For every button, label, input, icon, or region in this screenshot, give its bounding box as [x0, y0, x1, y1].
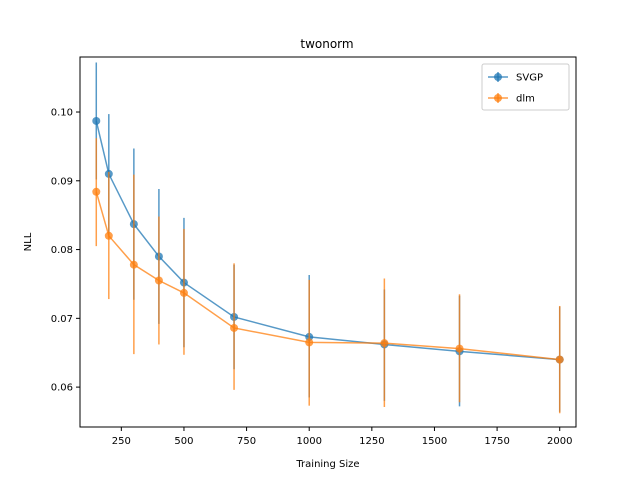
data-point — [179, 288, 188, 297]
chart-title: twonorm — [300, 37, 353, 51]
data-point — [154, 276, 163, 285]
y-tick-label: 0.09 — [51, 176, 73, 187]
legend: SVGP dlm — [481, 63, 570, 111]
data-point — [305, 338, 314, 347]
series-dlm — [92, 138, 564, 414]
data-point — [129, 260, 138, 269]
data-point — [230, 323, 239, 332]
x-tick-label: 1250 — [359, 436, 384, 447]
series-line — [95, 120, 560, 361]
data-point — [104, 231, 113, 240]
series-line — [95, 191, 560, 361]
y-tick-label: 0.06 — [51, 383, 73, 394]
plot-frame — [79, 56, 577, 428]
series-svgp — [92, 62, 564, 412]
legend-entry: dlm — [488, 93, 535, 105]
data-point — [92, 187, 101, 196]
data-point — [455, 344, 464, 353]
data-point — [380, 339, 389, 348]
x-tick-label: 250 — [112, 436, 131, 447]
x-tick-label: 1750 — [484, 436, 509, 447]
y-tick-label: 0.08 — [51, 245, 73, 256]
x-tick-label: 1000 — [296, 436, 321, 447]
x-axis-label: Training Size — [295, 459, 359, 470]
x-tick-label: 2000 — [547, 436, 572, 447]
y-axis-label: NLL — [23, 232, 34, 251]
legend-marker — [494, 73, 502, 81]
x-tick-label: 1500 — [422, 436, 447, 447]
legend-label: dlm — [516, 94, 535, 105]
legend-marker — [494, 94, 502, 102]
y-axis: 0.06 0.07 0.08 0.09 0.10 — [51, 108, 80, 394]
legend-label: SVGP — [516, 73, 543, 84]
plot-area — [92, 62, 564, 414]
x-tick-label: 750 — [237, 436, 256, 447]
x-axis: 250 500 750 1000 1250 1500 1750 2000 — [112, 427, 572, 447]
data-point — [92, 116, 101, 125]
y-tick-label: 0.10 — [51, 108, 73, 119]
x-tick-label: 500 — [174, 436, 193, 447]
data-point — [555, 355, 564, 364]
legend-entry: SVGP — [488, 72, 543, 84]
y-tick-label: 0.07 — [51, 314, 73, 325]
